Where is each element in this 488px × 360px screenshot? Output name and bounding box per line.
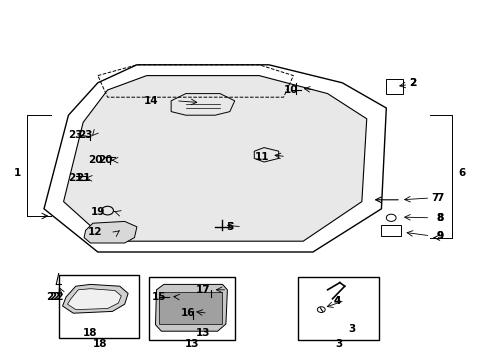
Text: 17: 17 [195,285,210,295]
Bar [386,79,403,94]
Text: 8: 8 [436,213,443,223]
Text: 10: 10 [283,85,298,95]
Text: 2: 2 [409,78,416,88]
Bar [59,275,139,338]
Polygon shape [62,284,128,313]
Text: 13: 13 [195,328,210,338]
Text: 21: 21 [68,173,83,183]
Text: 15: 15 [151,292,166,302]
Text: 11: 11 [254,152,268,162]
Polygon shape [84,221,137,243]
Polygon shape [63,76,366,241]
Text: 20: 20 [98,155,112,165]
Text: 22: 22 [46,292,61,302]
Polygon shape [67,289,121,310]
Text: 13: 13 [184,339,199,349]
Bar [298,277,378,340]
Text: 16: 16 [181,308,195,318]
Text: 20: 20 [88,155,102,165]
Text: 3: 3 [335,339,342,349]
Text: 23: 23 [78,130,93,140]
Bar [381,225,400,236]
Text: 14: 14 [144,96,159,106]
Text: 6: 6 [458,168,465,178]
Text: 8: 8 [436,213,443,223]
Text: 9: 9 [436,231,443,241]
Text: 21: 21 [76,173,90,183]
Text: 4: 4 [333,296,341,306]
Text: 5: 5 [226,222,233,232]
Text: 3: 3 [348,324,355,334]
Bar [159,292,222,324]
Text: 23: 23 [68,130,83,140]
Text: 2: 2 [409,78,416,88]
Text: 19: 19 [90,207,105,217]
Text: 4: 4 [333,296,341,306]
Bar [149,277,234,340]
Text: 18: 18 [93,339,107,349]
Text: 7: 7 [435,193,443,203]
Polygon shape [155,284,227,331]
Text: 9: 9 [436,231,443,241]
Text: 12: 12 [88,227,102,237]
Text: 1: 1 [14,168,20,178]
Text: 18: 18 [83,328,98,338]
Text: 22: 22 [49,292,63,302]
Text: 7: 7 [430,193,438,203]
